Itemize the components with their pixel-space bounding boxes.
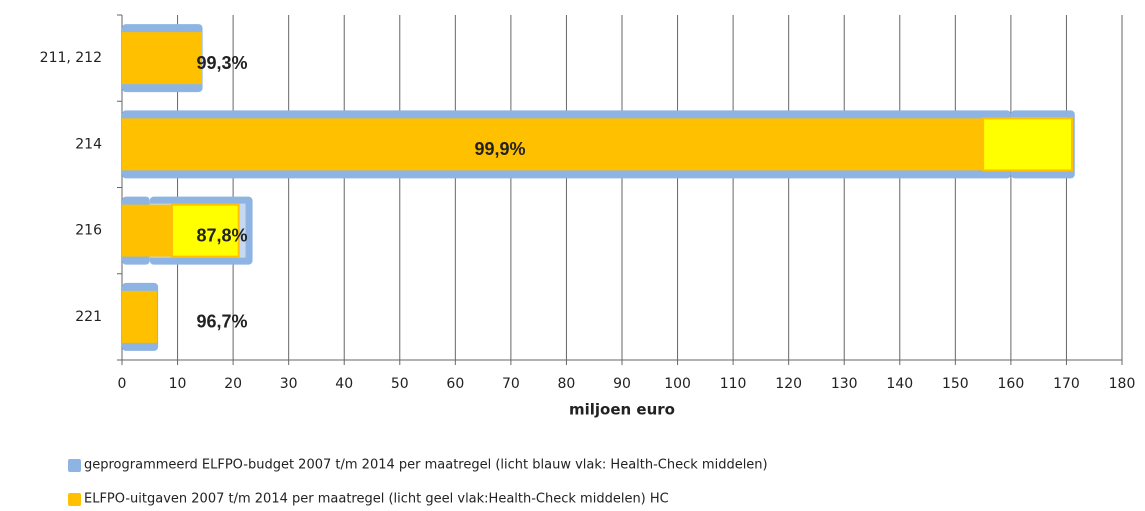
x-axis-label: miljoen euro (569, 401, 675, 419)
x-tick-label: 0 (118, 376, 127, 392)
x-tick-label: 100 (664, 376, 691, 392)
x-tick-label: 150 (942, 376, 969, 392)
legend-label: ELFPO-uitgaven 2007 t/m 2014 per maatreg… (84, 492, 669, 507)
spending-bar (122, 32, 202, 85)
value-label: 96,7% (196, 312, 247, 332)
x-tick-label: 20 (224, 376, 242, 392)
x-tick-label: 80 (558, 376, 576, 392)
x-tick-label: 30 (280, 376, 298, 392)
y-tick-label: 211, 212 (40, 50, 102, 66)
legend-swatch (68, 459, 81, 472)
legend-swatch (68, 493, 81, 506)
x-tick-label: 170 (1053, 376, 1080, 392)
y-tick-label: 214 (75, 136, 102, 152)
x-tick-label: 130 (831, 376, 858, 392)
spending-bar (122, 118, 984, 171)
legend-label: geprogrammeerd ELFPO-budget 2007 t/m 201… (84, 458, 768, 473)
x-tick-label: 120 (775, 376, 802, 392)
x-tick-label: 40 (335, 376, 353, 392)
spending-bar (122, 290, 157, 343)
x-tick-label: 90 (613, 376, 631, 392)
spending-bar (122, 204, 172, 257)
y-tick-label: 216 (75, 223, 102, 239)
x-tick-label: 110 (720, 376, 747, 392)
x-tick-label: 70 (502, 376, 520, 392)
x-tick-label: 50 (391, 376, 409, 392)
value-label: 99,3% (196, 53, 247, 73)
y-tick-label: 221 (75, 309, 102, 325)
value-label: 99,9% (474, 139, 525, 159)
spending-hc-bar (171, 203, 240, 258)
x-tick-label: 180 (1109, 376, 1136, 392)
x-tick-label: 140 (886, 376, 913, 392)
x-tick-label: 10 (169, 376, 187, 392)
value-label: 87,8% (196, 225, 247, 245)
x-tick-label: 60 (446, 376, 464, 392)
x-tick-label: 160 (998, 376, 1025, 392)
spending-hc-bar (982, 117, 1073, 172)
